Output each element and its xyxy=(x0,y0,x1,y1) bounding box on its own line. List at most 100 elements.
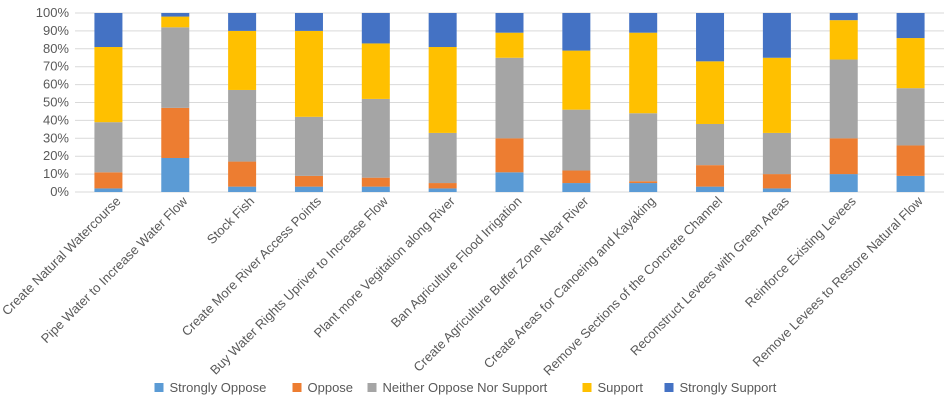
bar-segment-strongly-support xyxy=(361,13,390,44)
bar-segment-oppose xyxy=(495,138,524,173)
bar-segment-strongly-support xyxy=(762,13,791,58)
bar-segment-oppose xyxy=(829,138,858,175)
bar-segment-strongly-oppose xyxy=(829,174,858,192)
bar-segment-strongly-support xyxy=(696,13,725,62)
legend-swatch xyxy=(367,383,377,392)
bar-segment-support xyxy=(495,32,524,58)
bar-segment-support xyxy=(361,43,390,99)
x-category-label: Ban Agriculture Flood Irrigation xyxy=(388,194,525,331)
bar-segment-neither-oppose-nor-support xyxy=(495,57,524,139)
bar-segment-neither-oppose-nor-support xyxy=(562,109,591,171)
bar-segment-strongly-support xyxy=(94,13,123,48)
bar-segment-neither-oppose-nor-support xyxy=(161,27,190,108)
bar-segment-strongly-support xyxy=(294,13,323,31)
bar-segment-strongly-support xyxy=(428,13,457,48)
legend-item: Strongly Support xyxy=(664,380,777,395)
x-category-label: Reinforce Existing Levees xyxy=(742,193,859,310)
bar-segment-support xyxy=(161,16,190,28)
bar-segment-strongly-support xyxy=(228,13,257,31)
bar-segment-support xyxy=(428,47,457,133)
bar-segment-oppose xyxy=(896,145,925,176)
bar-segment-strongly-support xyxy=(161,13,190,17)
legend-label: Support xyxy=(598,380,644,395)
bar-segment-strongly-support xyxy=(829,13,858,21)
bar-segment-neither-oppose-nor-support xyxy=(762,132,791,175)
bar-segment-neither-oppose-nor-support xyxy=(896,88,925,146)
bar-segment-strongly-support xyxy=(495,13,524,33)
bar-segment-oppose xyxy=(629,181,658,184)
y-tick-label: 60% xyxy=(43,77,69,92)
bar-segment-oppose xyxy=(562,170,591,184)
legend-label: Neither Oppose Nor Support xyxy=(383,380,548,395)
bars xyxy=(94,13,925,192)
y-tick-label: 30% xyxy=(43,130,69,145)
x-category-label: Stock Fish xyxy=(204,194,258,248)
bar-segment-neither-oppose-nor-support xyxy=(696,123,725,166)
bar-segment-oppose xyxy=(428,183,457,189)
bar-segment-support xyxy=(696,61,725,124)
bar-segment-oppose xyxy=(762,174,791,189)
y-axis-ticks: 0% 10% 20% 30% 40% 50% 60% 70% 80% 90% 100% xyxy=(36,5,70,199)
legend-swatch xyxy=(292,383,302,392)
bar-segment-oppose xyxy=(228,161,257,187)
legend-item: Strongly Oppose xyxy=(154,380,267,395)
y-tick-label: 80% xyxy=(43,41,69,56)
legend-item: Oppose xyxy=(292,380,354,395)
bar-segment-support xyxy=(228,30,257,90)
y-tick-label: 100% xyxy=(36,5,70,20)
y-tick-label: 20% xyxy=(43,148,69,163)
legend-label: Strongly Oppose xyxy=(170,380,267,395)
bar-segment-support xyxy=(294,30,323,117)
bar-segment-support xyxy=(562,50,591,110)
bar-segment-support xyxy=(829,20,858,60)
legend-swatch xyxy=(154,383,164,392)
bar-segment-strongly-support xyxy=(629,13,658,33)
x-category-label: Pipe Water to Increase Water Flow xyxy=(38,193,191,346)
bar-segment-oppose xyxy=(161,107,190,158)
y-tick-label: 0% xyxy=(50,184,69,199)
y-tick-label: 70% xyxy=(43,59,69,74)
bar-segment-strongly-oppose xyxy=(161,157,190,192)
bar-segment-neither-oppose-nor-support xyxy=(361,98,390,178)
x-category-label: Create More River Access Points xyxy=(179,193,325,339)
bar-segment-neither-oppose-nor-support xyxy=(629,113,658,182)
y-tick-label: 50% xyxy=(43,95,69,110)
bar-segment-strongly-oppose xyxy=(896,175,925,192)
bar-segment-strongly-support xyxy=(896,13,925,39)
y-tick-label: 40% xyxy=(43,112,69,127)
bar-segment-strongly-support xyxy=(562,13,591,51)
bar-segment-oppose xyxy=(94,172,123,189)
bar-segment-neither-oppose-nor-support xyxy=(428,132,457,184)
legend-swatch xyxy=(582,383,592,392)
bar-segment-strongly-oppose xyxy=(495,172,524,192)
bar-segment-neither-oppose-nor-support xyxy=(294,116,323,176)
x-category-label: Create Natural Watercourse xyxy=(0,194,124,319)
legend: Strongly Oppose Oppose Neither Oppose Nor … xyxy=(154,380,777,395)
bar-segment-oppose xyxy=(696,165,725,187)
bar-segment-strongly-oppose xyxy=(361,186,390,192)
legend-label: Strongly Support xyxy=(680,380,777,395)
legend-item: Neither Oppose Nor Support xyxy=(367,380,548,395)
bar-segment-strongly-oppose xyxy=(629,183,658,192)
bar-segment-strongly-oppose xyxy=(294,186,323,192)
bar-segment-support xyxy=(762,57,791,133)
bar-segment-support xyxy=(629,32,658,114)
y-tick-label: 90% xyxy=(43,23,69,38)
bar-segment-strongly-oppose xyxy=(762,188,791,192)
bar-segment-neither-oppose-nor-support xyxy=(829,59,858,139)
y-tick-label: 10% xyxy=(43,166,69,181)
bar-segment-support xyxy=(896,38,925,89)
legend-item: Support xyxy=(582,380,644,395)
bar-segment-strongly-oppose xyxy=(696,186,725,192)
bar-segment-strongly-oppose xyxy=(94,188,123,192)
bar-segment-neither-oppose-nor-support xyxy=(228,89,257,162)
legend-label: Oppose xyxy=(308,380,354,395)
bar-segment-strongly-oppose xyxy=(428,188,457,192)
legend-swatch xyxy=(664,383,674,392)
bar-segment-oppose xyxy=(361,177,390,187)
bar-segment-strongly-oppose xyxy=(562,183,591,192)
x-category-label: Plant more Vegitation along River xyxy=(311,193,459,341)
